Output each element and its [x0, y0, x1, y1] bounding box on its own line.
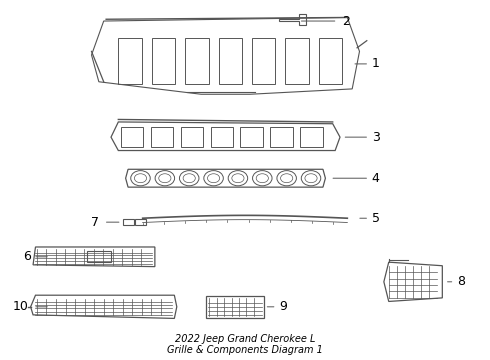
Text: 3: 3	[372, 131, 380, 144]
Text: 9: 9	[279, 300, 287, 313]
Text: 8: 8	[457, 275, 465, 288]
Text: 1: 1	[372, 57, 380, 71]
Text: 5: 5	[372, 212, 380, 225]
Text: 7: 7	[91, 216, 99, 229]
Text: 6: 6	[23, 250, 30, 263]
Text: 4: 4	[372, 172, 380, 185]
Text: 10: 10	[12, 300, 28, 313]
Text: 2: 2	[343, 14, 350, 27]
FancyBboxPatch shape	[87, 251, 111, 262]
Text: 2022 Jeep Grand Cherokee L
Grille & Components Diagram 1: 2022 Jeep Grand Cherokee L Grille & Comp…	[167, 333, 323, 355]
